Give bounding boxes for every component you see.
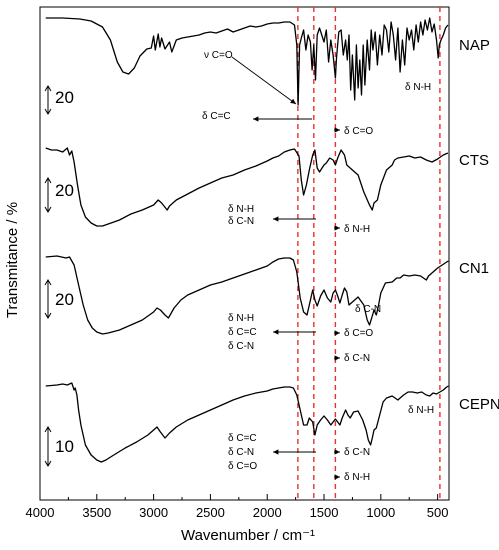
annotation-arrowhead-8 xyxy=(273,329,279,335)
scale-bar-arrow-up-2 xyxy=(44,279,52,286)
scale-bar-label-1: 20 xyxy=(55,181,74,200)
annotation-9: δ C-N xyxy=(228,341,254,352)
annotation-18: δ N-H xyxy=(344,472,370,483)
scale-bar-arrow-up-3 xyxy=(44,426,52,433)
annotation-4: δ N-H xyxy=(344,224,370,235)
annotation-arrowhead-5 xyxy=(273,216,279,222)
annotation-2: δ C=O xyxy=(344,126,373,137)
x-tick-label-3: 2500 xyxy=(196,505,225,520)
series-label-nap: NAP xyxy=(459,37,490,54)
annotation-arrowhead-17 xyxy=(334,449,340,455)
scale-bar-arrow-up-1 xyxy=(44,177,52,184)
annotation-arrowhead-10 xyxy=(334,330,340,336)
series-cepn xyxy=(45,382,449,463)
scale-bar-arrow-up-0 xyxy=(44,85,52,92)
series-cts xyxy=(45,147,449,227)
scale-bar-arrow-down-1 xyxy=(44,206,52,213)
series-label-cepn: CEPN xyxy=(459,396,499,413)
x-tick-label-1: 3500 xyxy=(82,505,111,520)
y-axis-title: Transmitance / % xyxy=(4,202,21,318)
annotation-arrowhead-18 xyxy=(334,474,340,480)
annotation-arrowhead-1 xyxy=(253,116,259,122)
scale-bar-label-0: 20 xyxy=(55,88,74,107)
annotation-5: δ C-N xyxy=(228,216,254,227)
annotation-0: ν C=O xyxy=(204,50,233,61)
x-tick-label-5: 1500 xyxy=(310,505,339,520)
annotation-arrowhead-15 xyxy=(273,449,279,455)
series-layer: NAP CTS CN1 CEPN xyxy=(45,17,499,463)
x-axis-ticks: 4000 3500 3000 2500 2000 1500 1000 500 xyxy=(26,494,449,520)
x-tick-label-2: 3000 xyxy=(139,505,168,520)
x-tick-label-7: 500 xyxy=(427,505,449,520)
annotation-14: δ C=C xyxy=(228,433,257,444)
annotation-17: δ C-N xyxy=(344,447,370,458)
scale-bars: 20 20 20 10 xyxy=(44,85,74,467)
annotation-arrowhead-2 xyxy=(334,127,340,133)
annotations: ν C=Oδ C=Cδ C=Oδ N-Hδ N-Hδ C-Nδ C-Nδ N-H… xyxy=(202,50,434,483)
annotation-1: δ C=C xyxy=(202,111,231,122)
annotation-arrow-0 xyxy=(231,56,297,105)
annotation-12: δ N-H xyxy=(405,82,431,93)
series-nap xyxy=(45,17,449,106)
annotation-arrowhead-0 xyxy=(290,98,296,104)
x-tick-label-4: 2000 xyxy=(253,505,282,520)
annotation-11: δ C-N xyxy=(344,353,370,364)
plot-frame xyxy=(39,6,450,501)
annotation-7: δ N-H xyxy=(228,313,254,324)
annotation-arrowhead-4 xyxy=(334,225,340,231)
scale-bar-label-2: 20 xyxy=(55,290,74,309)
annotation-16: δ C=O xyxy=(228,461,257,472)
reference-lines xyxy=(297,7,441,500)
annotation-arrowhead-11 xyxy=(334,355,340,361)
annotation-10: δ C=O xyxy=(344,328,373,339)
annotation-6: δ C-N xyxy=(355,304,381,315)
annotation-15: δ C-N xyxy=(228,447,254,458)
scale-bar-label-3: 10 xyxy=(55,437,74,456)
series-label-cn1: CN1 xyxy=(459,260,489,277)
series-cn1 xyxy=(45,255,449,335)
scale-bar-arrow-down-2 xyxy=(44,312,52,319)
annotation-8: δ C=C xyxy=(228,327,257,338)
annotation-3: δ N-H xyxy=(228,204,254,215)
x-tick-label-0: 4000 xyxy=(26,505,55,520)
scale-bar-arrow-down-3 xyxy=(44,460,52,467)
x-axis-title: Wavenumber / cm⁻¹ xyxy=(181,527,315,544)
x-tick-label-6: 1000 xyxy=(366,505,395,520)
annotation-13: δ N-H xyxy=(408,405,434,416)
scale-bar-arrow-down-0 xyxy=(44,108,52,115)
series-label-cts: CTS xyxy=(459,152,489,169)
